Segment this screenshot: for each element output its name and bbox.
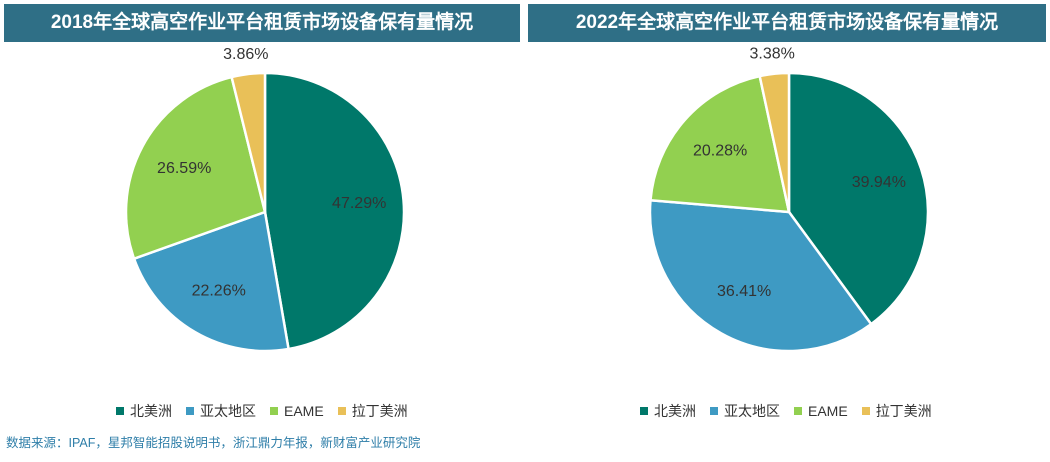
data-label: 3.38%	[750, 46, 795, 63]
chart-title-2022: 2022年全球高空作业平台租赁市场设备保有量情况	[528, 4, 1046, 42]
data-label: 3.86%	[223, 46, 268, 63]
legend-item-asia-pacific: 亚太地区	[186, 401, 256, 421]
slice-north-america	[787, 71, 930, 326]
legend-item-asia-pacific: 亚太地区	[710, 401, 780, 421]
slice-eame	[124, 75, 267, 260]
data-label: 39.94%	[852, 174, 906, 191]
data-label: 36.41%	[717, 283, 771, 300]
legend-swatch-latin-america	[861, 407, 870, 415]
legend-swatch-north-america	[640, 407, 648, 415]
legend-label-north-america: 北美洲	[130, 403, 172, 419]
pie-chart-2022: 39.94% 36.41% 20.28% 3.38%	[648, 46, 930, 353]
legend-item-latin-america: 拉丁美洲	[861, 401, 932, 421]
legend-label-asia-pacific: 亚太地区	[200, 403, 256, 419]
slice-latin-america	[758, 71, 791, 214]
chart-title-2018: 2018年全球高空作业平台租赁市场设备保有量情况	[4, 4, 520, 42]
legend-item-latin-america: 拉丁美洲	[337, 401, 408, 421]
legend-label-latin-america: 拉丁美洲	[351, 403, 408, 419]
legend-item-north-america: 北美洲	[116, 401, 172, 421]
slice-latin-america	[230, 71, 267, 214]
legend-label-eame: EAME	[808, 403, 848, 419]
legend-label-latin-america: 拉丁美洲	[875, 403, 932, 419]
data-label: 47.29%	[332, 195, 386, 212]
data-label: 20.28%	[693, 143, 747, 160]
legend-swatch-asia-pacific	[710, 407, 718, 415]
legend-item-eame: EAME	[270, 403, 324, 419]
pie-chart-2018: 47.29% 22.26% 26.59% 3.86%	[124, 46, 406, 353]
source-note: 数据来源：IPAF，星邦智能招股说明书，浙江鼎力年报，新财富产业研究院	[6, 436, 421, 450]
slice-north-america	[263, 71, 406, 351]
legend-swatch-eame	[794, 407, 802, 415]
legend-2022: 北美洲 亚太地区 EAME 拉丁美洲	[640, 401, 946, 421]
legend-swatch-asia-pacific	[186, 407, 194, 415]
slice-eame	[649, 74, 791, 214]
legend-item-eame: EAME	[794, 403, 848, 419]
legend-label-asia-pacific: 亚太地区	[724, 403, 780, 419]
legend-2018: 北美洲 亚太地区 EAME 拉丁美洲	[116, 401, 422, 421]
slice-asia-pacific	[132, 210, 290, 353]
legend-swatch-north-america	[116, 407, 124, 415]
legend-item-north-america: 北美洲	[640, 401, 696, 421]
data-label: 26.59%	[157, 160, 211, 177]
data-label: 22.26%	[192, 282, 246, 299]
slice-asia-pacific	[648, 199, 873, 353]
legend-label-eame: EAME	[284, 403, 324, 419]
legend-swatch-latin-america	[337, 407, 346, 415]
legend-swatch-eame	[270, 407, 278, 415]
legend-label-north-america: 北美洲	[654, 403, 696, 419]
